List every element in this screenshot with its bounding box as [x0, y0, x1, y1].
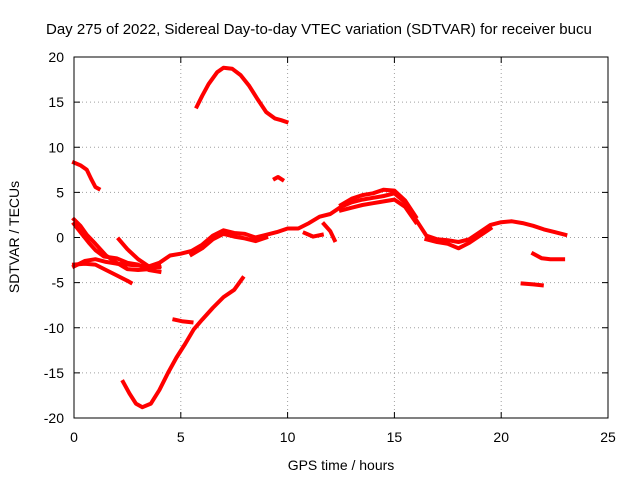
series-band-low-2	[338, 197, 419, 225]
y-tick-label: 0	[56, 230, 64, 246]
series-top-arc	[194, 65, 290, 125]
x-tick-label: 0	[70, 429, 78, 445]
series-branch-0c	[71, 261, 134, 286]
x-tick-label: 15	[387, 429, 403, 445]
series-spur-11	[302, 230, 325, 239]
y-tick-label: -20	[44, 410, 64, 426]
series-band-low-3	[423, 225, 494, 251]
series-band-lower	[188, 231, 269, 258]
chart-title: Day 275 of 2022, Sidereal Day-to-day VTE…	[46, 21, 592, 38]
series-spur-12	[321, 221, 338, 243]
series-bottom-curve	[120, 275, 246, 410]
series-main-band	[71, 191, 568, 270]
y-axis-label: SDTVAR / TECUs	[6, 181, 22, 293]
series-branch-2	[116, 236, 162, 270]
series-branch-0b	[71, 221, 162, 275]
y-tick-label: -15	[44, 365, 64, 381]
series-upper-left	[71, 159, 102, 192]
data-series	[71, 65, 568, 410]
x-tick-label: 20	[493, 429, 509, 445]
x-axis-label: GPS time / hours	[288, 457, 395, 473]
series-dot-9.6	[272, 175, 286, 183]
series-bottom-spur	[172, 317, 194, 325]
x-tick-label: 25	[600, 429, 616, 445]
y-tick-label: -10	[44, 320, 64, 336]
x-tick-label: 5	[177, 429, 185, 445]
series-tail-21.2	[520, 281, 544, 288]
series-tail-21.8	[530, 250, 566, 262]
y-tick-label: 20	[48, 49, 64, 65]
series-band-upper	[338, 187, 419, 220]
x-tick-label: 10	[280, 429, 296, 445]
y-tick-label: 10	[48, 139, 64, 155]
y-tick-label: -5	[52, 275, 65, 291]
grid-lines	[74, 57, 608, 418]
axis-ticks: 0 5 10 15 20 25 -20 -15 -10 -5 0 5 10 15 20	[44, 49, 616, 445]
y-tick-label: 5	[56, 184, 64, 200]
y-tick-label: 15	[48, 94, 64, 110]
